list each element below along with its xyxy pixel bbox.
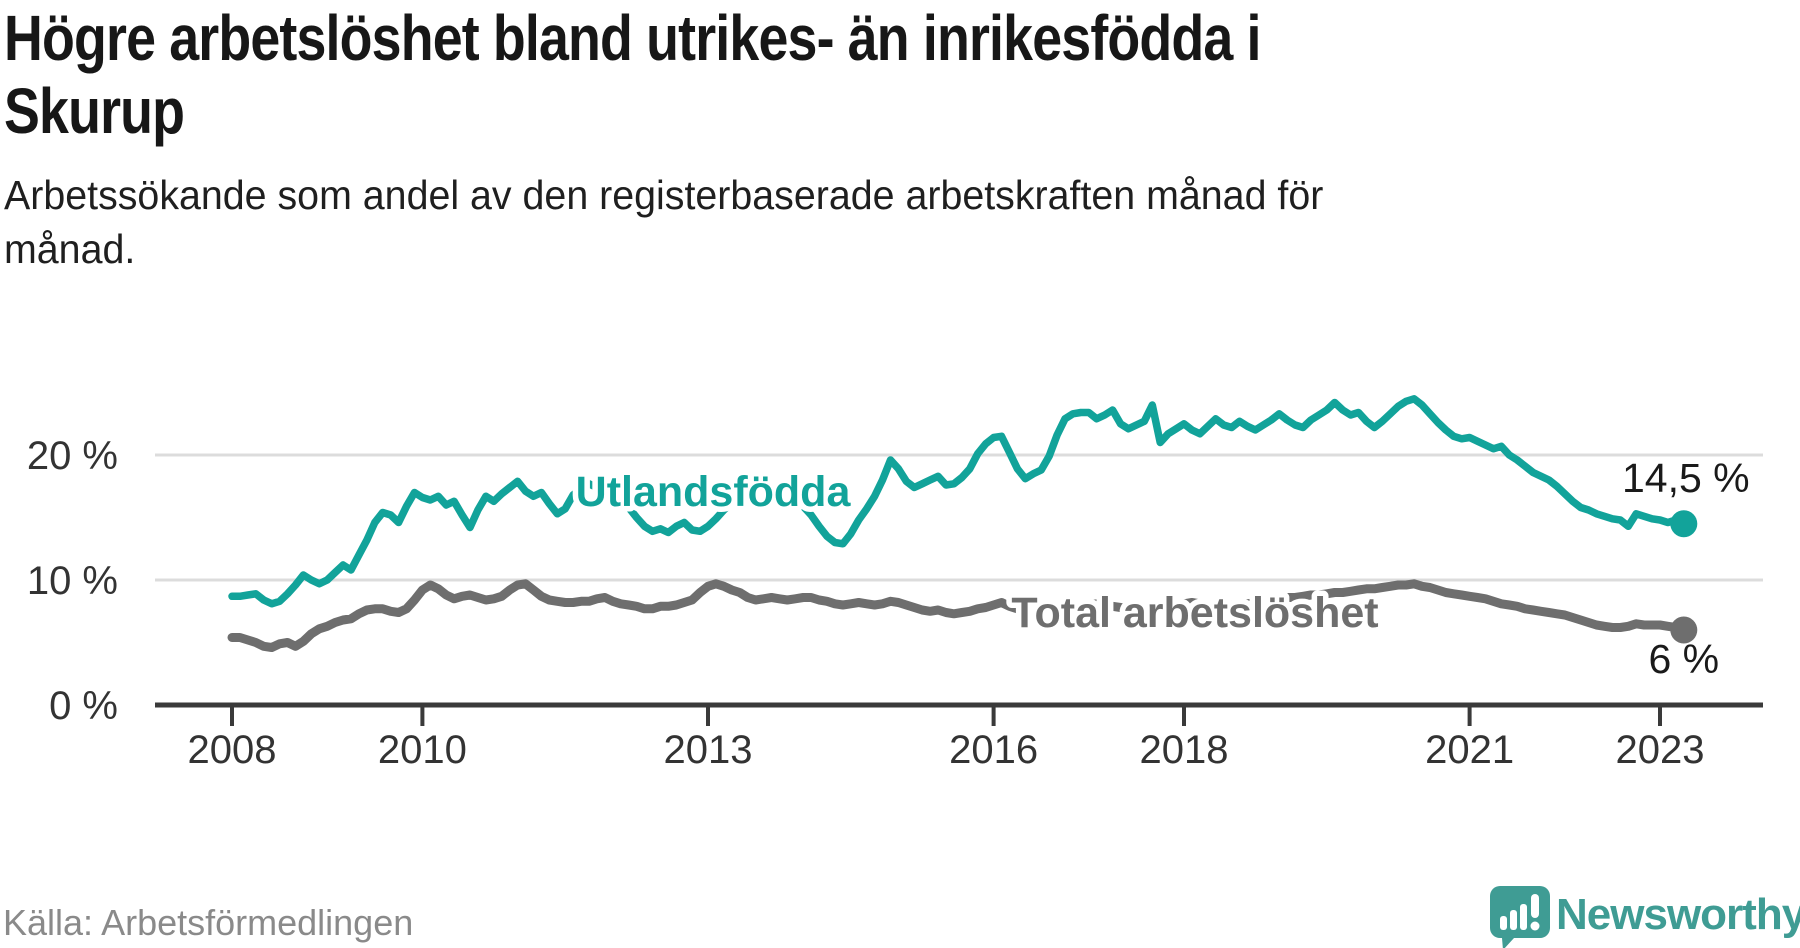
- series-end-dot-utlandsfodda: [1670, 510, 1698, 538]
- bar-chart-bar-1: [1500, 916, 1507, 930]
- series-label-total: Total arbetslöshet: [1011, 589, 1378, 637]
- newsworthy-logo: Newsworthy: [1488, 884, 1800, 948]
- x-tick-label-2021: 2021: [1425, 728, 1514, 772]
- source-attribution: Källa: Arbetsförmedlingen: [3, 902, 414, 943]
- page-title: Högre arbetslöshet bland utrikes- än inr…: [4, 2, 1261, 148]
- x-tick-label-2023: 2023: [1616, 728, 1705, 772]
- bar-chart-bar-2: [1510, 910, 1517, 930]
- x-tick-label-2016: 2016: [949, 728, 1038, 772]
- series-line-utlandsfodda: [228, 395, 1688, 608]
- title-line-2: Skurup: [4, 75, 185, 147]
- y-tick-label-10: 10 %: [27, 559, 118, 603]
- exclamation-bar: [1531, 894, 1539, 918]
- series-end-value-utlandsfodda: 14,5 %: [1622, 455, 1750, 501]
- y-tick-label-0: 0 %: [49, 684, 118, 728]
- series-line-total: [227, 579, 1689, 652]
- series-end-value-total: 6 %: [1648, 636, 1719, 682]
- subtitle-line-2: månad.: [4, 226, 136, 272]
- x-tick-label-2018: 2018: [1140, 728, 1229, 772]
- line-chart: 2008 2010 2013 2016 2018 2021 2023 0 % 10 % 20 % U…: [27, 395, 1763, 772]
- bar-chart-bar-3: [1520, 904, 1527, 930]
- newsworthy-logo-icon: [1490, 886, 1550, 948]
- title-line-1: Högre arbetslöshet bland utrikes- än inr…: [4, 2, 1261, 74]
- series-label-utlandsfodda: Utlandsfödda: [576, 468, 852, 516]
- subtitle-line-1: Arbetssökande som andel av den registerb…: [4, 172, 1324, 218]
- x-tick-label-2010: 2010: [378, 728, 467, 772]
- chart-subtitle: Arbetssökande som andel av den registerb…: [4, 168, 1323, 276]
- series-end-dot-total: [1670, 616, 1698, 644]
- newsworthy-logo-text: Newsworthy: [1556, 890, 1800, 939]
- exclamation-dot: [1530, 921, 1540, 931]
- x-tick-label-2008: 2008: [188, 728, 277, 772]
- x-tick-label-2013: 2013: [664, 728, 753, 772]
- y-tick-label-20: 20 %: [27, 434, 118, 478]
